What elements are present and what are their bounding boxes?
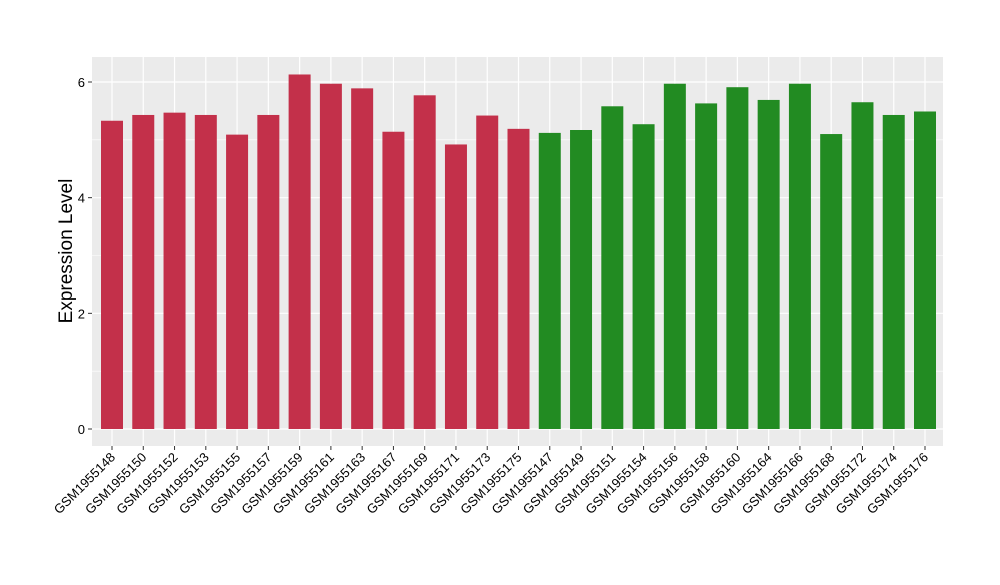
bar-GSM1955174 bbox=[882, 114, 905, 429]
y-axis: 0 2 4 6 bbox=[78, 75, 92, 437]
bar-GSM1955169 bbox=[413, 95, 436, 429]
y-tick-label: 0 bbox=[78, 422, 85, 437]
bar-GSM1955175 bbox=[507, 128, 530, 429]
bar-GSM1955168 bbox=[820, 134, 843, 430]
bar-GSM1955151 bbox=[601, 106, 624, 429]
bar-GSM1955171 bbox=[444, 144, 467, 429]
y-tick-label: 2 bbox=[78, 306, 85, 321]
bar-GSM1955163 bbox=[351, 88, 374, 429]
bar-GSM1955166 bbox=[788, 83, 811, 430]
x-axis: GSM1955148GSM1955150GSM1955152GSM1955153… bbox=[51, 446, 931, 517]
bar-GSM1955157 bbox=[257, 114, 280, 429]
bars-group bbox=[101, 74, 936, 430]
y-tick-label: 4 bbox=[78, 191, 85, 206]
bar-GSM1955153 bbox=[194, 114, 217, 429]
bar-GSM1955176 bbox=[914, 111, 936, 430]
bar-GSM1955150 bbox=[132, 114, 155, 429]
bar-GSM1955147 bbox=[538, 132, 561, 430]
bar-GSM1955152 bbox=[163, 112, 186, 429]
bar-GSM1955156 bbox=[663, 83, 686, 430]
bar-GSM1955164 bbox=[757, 99, 780, 429]
y-tick-label: 6 bbox=[78, 75, 85, 90]
bar-GSM1955159 bbox=[288, 74, 311, 430]
bar-GSM1955160 bbox=[726, 87, 749, 429]
bar-GSM1955154 bbox=[632, 124, 655, 430]
y-axis-label: Expression Level bbox=[56, 179, 77, 324]
bar-GSM1955149 bbox=[570, 130, 593, 430]
bar-GSM1955173 bbox=[476, 115, 499, 429]
bar-GSM1955167 bbox=[382, 131, 405, 429]
bar-GSM1955161 bbox=[319, 83, 342, 430]
bar-GSM1955172 bbox=[851, 102, 874, 429]
bar-GSM1955148 bbox=[101, 120, 123, 429]
bar-GSM1955155 bbox=[226, 134, 249, 429]
bar-GSM1955158 bbox=[695, 103, 718, 430]
